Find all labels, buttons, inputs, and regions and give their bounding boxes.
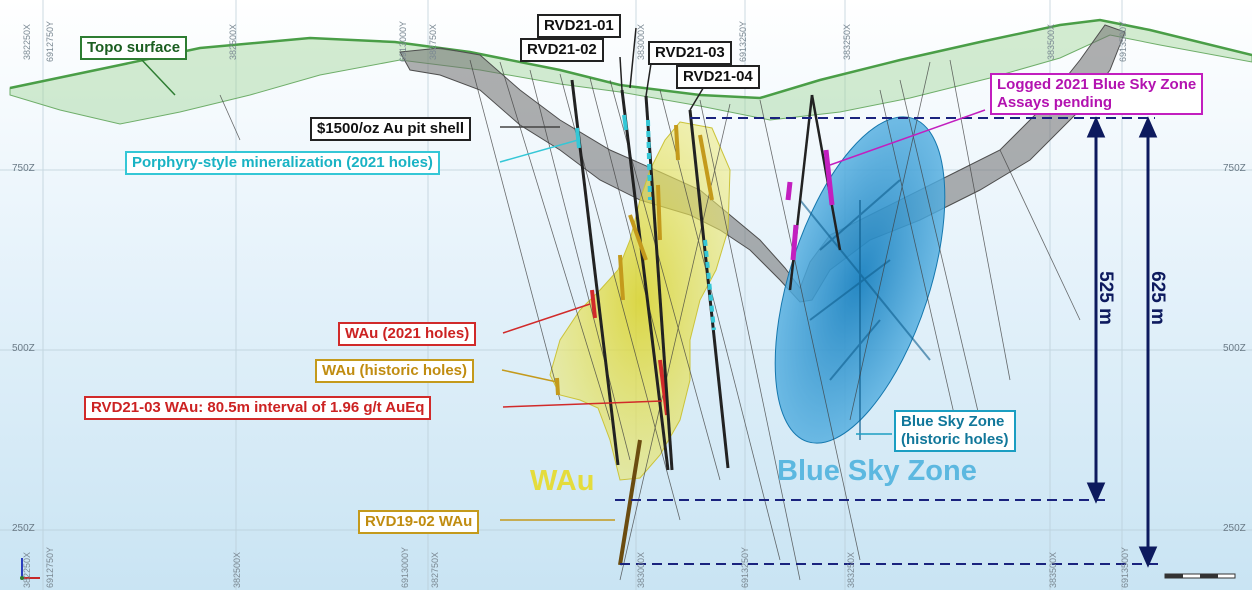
coord-top-5: 382750X	[428, 23, 438, 60]
label-wau-historic: WAu (historic holes)	[315, 359, 475, 383]
coord-top-7: 6913250Y	[738, 20, 748, 62]
coord-bottom-3: 382500X	[232, 551, 242, 588]
label-rvd21-03: RVD21-03	[648, 41, 732, 65]
coord-bottom-5: 382750X	[430, 551, 440, 588]
drill-hole-rvd21-03	[644, 95, 674, 471]
coord-bottom-9: 383500X	[1048, 551, 1058, 588]
coord-top-9: 383500X	[1046, 23, 1056, 60]
zone-title-blue-sky: Blue Sky Zone	[777, 455, 977, 487]
label-rvd21-01: RVD21-01	[537, 14, 621, 38]
axis-compass	[20, 558, 40, 580]
label-rvd21-03-interval: RVD21-03 WAu: 80.5m interval of 1.96 g/t…	[84, 396, 432, 420]
coord-bottom-2: 6912750Y	[45, 546, 55, 588]
coord-bottom-8: 383250X	[846, 551, 856, 588]
elevation-label-right-250: 250Z	[1223, 523, 1246, 534]
coord-top-6: 383000X	[636, 23, 646, 60]
drill-hole-rvd21-01	[620, 89, 670, 471]
wau-zone-body	[549, 121, 731, 481]
drill-hole-rvd21-02	[570, 79, 620, 466]
dimension-label-525: 525 m	[1094, 271, 1116, 325]
logged-bsz-holes	[785, 94, 842, 291]
label-wau-2021: WAu (2021 holes)	[338, 322, 477, 346]
coord-bottom-4: 6913000Y	[400, 546, 410, 588]
coord-top-3: 382500X	[228, 23, 238, 60]
topo-surface-line	[9, 18, 1252, 100]
elevation-label-left-750: 750Z	[12, 163, 35, 174]
elevation-label-right-500: 500Z	[1223, 343, 1246, 354]
coord-bottom-7: 6913250Y	[740, 546, 750, 588]
drill-hole-rvd21-04	[688, 109, 730, 469]
drill-hole-rvd19-02	[618, 439, 642, 566]
label-rvd21-02: RVD21-02	[520, 38, 604, 62]
label-topo-surface: Topo surface	[80, 36, 188, 60]
zone-title-wau: WAu	[530, 465, 595, 497]
dimension-arrows	[1086, 116, 1158, 568]
coord-bottom-1: 382250X	[22, 551, 32, 588]
scale-bar	[1164, 573, 1236, 579]
coord-top-1: 382250X	[22, 23, 32, 60]
bsz-internal-traces	[799, 179, 931, 440]
wau-historic-intersections	[555, 124, 714, 396]
coord-bottom-10: 6913500Y	[1120, 546, 1130, 588]
coord-top-8: 383250X	[842, 23, 852, 60]
label-rvd21-04: RVD21-04	[676, 65, 760, 89]
coord-top-10: 6913500Y	[1118, 20, 1128, 62]
elevation-label-right-750: 750Z	[1223, 163, 1246, 174]
dimension-label-625: 625 m	[1146, 271, 1168, 325]
coord-top-2: 6912750Y	[45, 20, 55, 62]
coord-top-4: 6913000Y	[398, 20, 408, 62]
label-pit-shell: $1500/oz Au pit shell	[310, 117, 471, 141]
label-logged-bsz: Logged 2021 Blue Sky Zone Assays pending	[990, 73, 1204, 115]
elevation-label-left-500: 500Z	[12, 343, 35, 354]
label-bsz-historic: Blue Sky Zone (historic holes)	[894, 410, 1016, 452]
elevation-label-left-250: 250Z	[12, 523, 35, 534]
label-rvd19-02: RVD19-02 WAu	[358, 510, 480, 534]
label-leaders	[139, 27, 986, 521]
dimension-dashed-lines	[615, 117, 1160, 565]
label-porphyry: Porphyry-style mineralization (2021 hole…	[125, 151, 440, 175]
coord-bottom-6: 383000X	[636, 551, 646, 588]
